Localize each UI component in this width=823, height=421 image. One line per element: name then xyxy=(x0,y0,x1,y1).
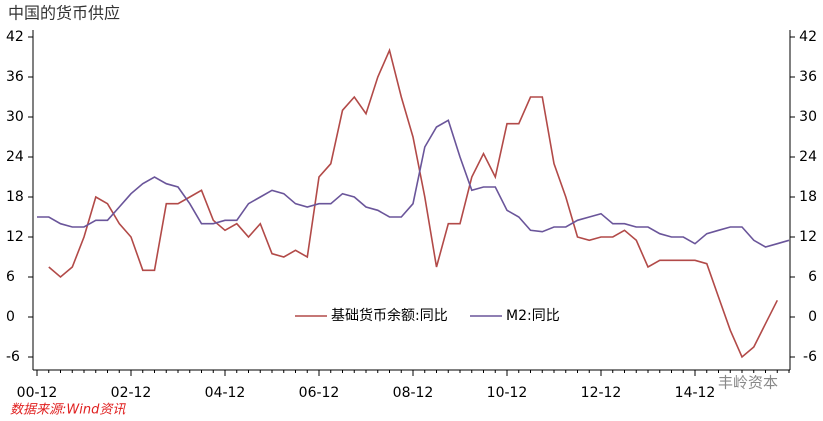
y-tick-label: 18 xyxy=(6,189,24,205)
legend-label: M2:同比 xyxy=(506,308,560,324)
line-series xyxy=(37,119,790,248)
legend-label: 基础货币余额:同比 xyxy=(331,307,448,324)
y-tick-label: -6 xyxy=(6,349,20,365)
source-note: 数据来源:Wind资讯 xyxy=(10,403,126,418)
x-tick-label: 04-12 xyxy=(205,385,246,401)
line-series xyxy=(48,47,779,359)
chart-title: 中国的货币供应 xyxy=(8,4,120,23)
x-tick-label: 06-12 xyxy=(299,385,340,401)
y2-tick-label: 6 xyxy=(808,269,817,285)
watermark: 丰岭资本 xyxy=(718,374,778,392)
y2-tick-label: 42 xyxy=(799,29,817,45)
y-tick-label: 24 xyxy=(6,149,24,165)
x-tick-label: 12-12 xyxy=(581,385,622,401)
y-tick-label: 42 xyxy=(6,29,24,45)
y-tick-label: 30 xyxy=(6,109,24,125)
x-tick-label: 02-12 xyxy=(111,385,152,401)
y-tick-label: 6 xyxy=(6,269,15,285)
y-tick-label: 12 xyxy=(6,229,24,245)
y2-tick-label: 0 xyxy=(808,309,817,325)
y2-tick-label: -6 xyxy=(803,349,817,365)
y-tick-label: 0 xyxy=(6,309,15,325)
x-tick-label: 00-12 xyxy=(17,385,58,401)
y-tick-label: 36 xyxy=(6,69,24,85)
x-tick-label: 14-12 xyxy=(675,385,716,401)
y2-tick-label: 24 xyxy=(799,149,817,165)
y2-tick-label: 18 xyxy=(799,189,817,205)
y2-tick-label: 36 xyxy=(799,69,817,85)
y2-tick-label: 30 xyxy=(799,109,817,125)
y2-tick-label: 12 xyxy=(799,229,817,245)
x-tick-label: 08-12 xyxy=(393,385,434,401)
x-tick-label: 10-12 xyxy=(487,385,528,401)
